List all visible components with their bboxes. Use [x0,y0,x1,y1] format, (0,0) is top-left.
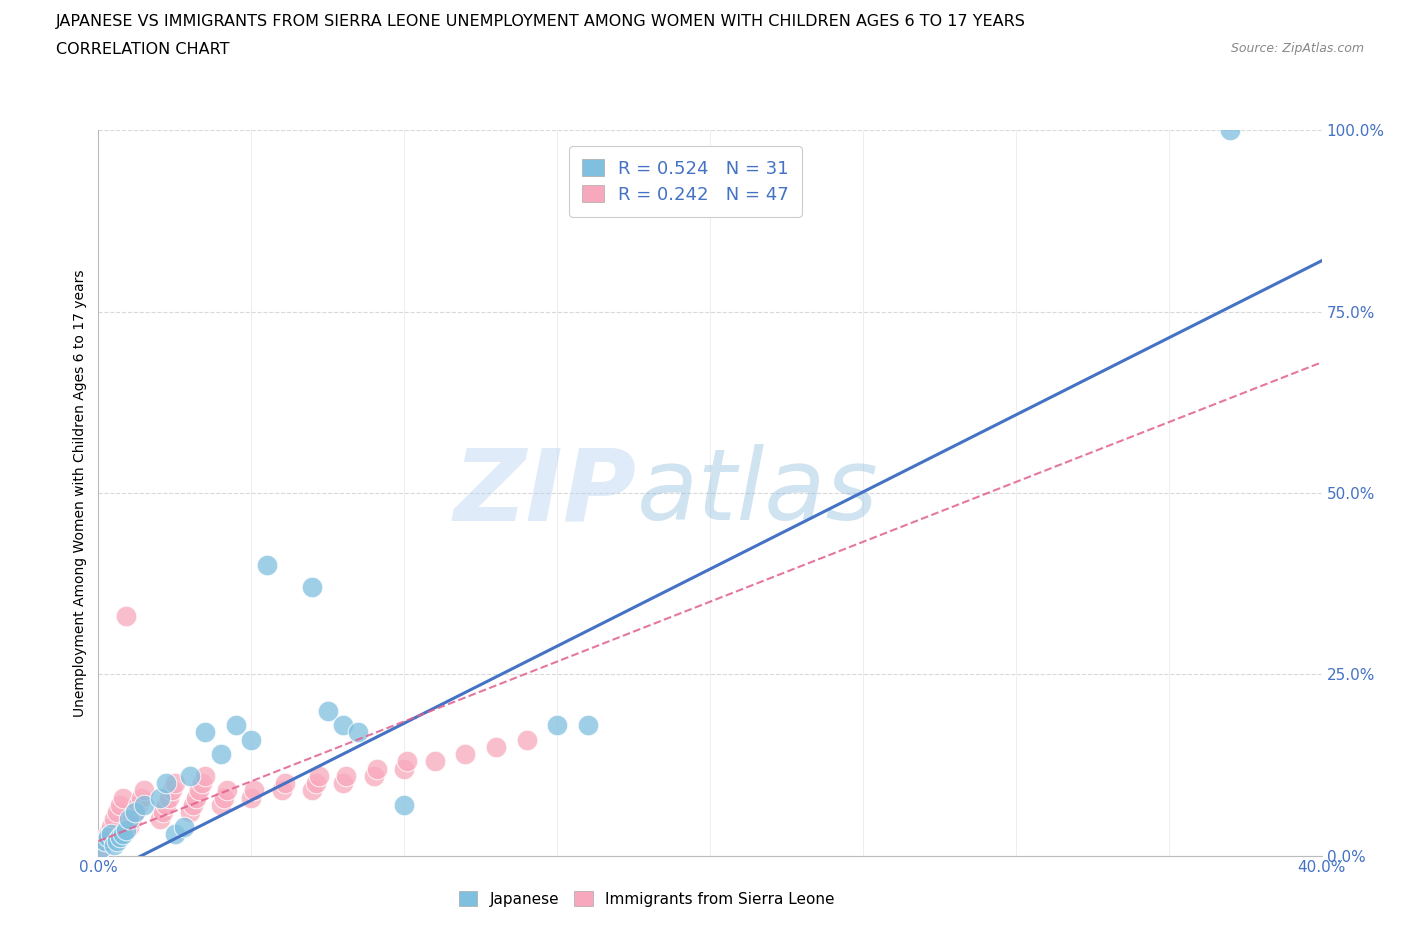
Point [111,827,134,842]
Point [97,830,120,844]
Point [546,718,568,733]
Y-axis label: Unemployment Among Women with Children Ages 6 to 17 years: Unemployment Among Women with Children A… [73,269,87,717]
Point [134,783,156,798]
Point [134,797,156,812]
Point [212,790,235,805]
Point [423,754,446,769]
Point [270,783,292,798]
Point [105,833,128,848]
Point [93,833,115,848]
Point [108,830,131,844]
Point [155,797,177,812]
Point [240,732,263,747]
Point [152,804,174,819]
Point [316,703,339,718]
Legend: Japanese, Immigrants from Sierra Leone: Japanese, Immigrants from Sierra Leone [453,885,841,913]
Point [274,776,297,790]
Point [186,790,208,805]
Point [97,827,120,842]
Point [332,718,354,733]
Point [256,558,278,573]
Point [100,819,122,834]
Point [194,768,217,783]
Point [392,797,416,812]
Point [118,812,141,827]
Point [209,747,232,762]
Point [332,776,354,790]
Legend: R = 0.524   N = 31, R = 0.242   N = 47: R = 0.524 N = 31, R = 0.242 N = 47 [569,147,801,217]
Point [215,783,238,798]
Point [308,768,330,783]
Point [124,804,146,819]
Point [111,790,134,805]
Point [516,732,538,747]
Point [115,609,138,624]
Point [699,152,721,166]
Point [100,827,122,842]
Point [181,797,204,812]
Point [149,790,172,805]
Point [129,790,152,805]
Point [163,827,186,842]
Point [127,797,149,812]
Point [160,783,183,798]
Point [115,823,138,838]
Point [163,776,186,790]
Point [335,768,357,783]
Point [188,783,211,798]
Point [194,724,217,739]
Point [105,804,128,819]
Point [118,819,141,834]
Point [301,783,323,798]
Point [1219,123,1241,138]
Point [157,790,180,805]
Point [304,776,326,790]
Point [155,776,177,790]
Point [179,768,201,783]
Point [363,768,385,783]
Point [576,718,599,733]
Point [485,739,508,754]
Point [108,797,131,812]
Point [90,841,112,856]
Text: atlas: atlas [637,445,879,541]
Text: JAPANESE VS IMMIGRANTS FROM SIERRA LEONE UNEMPLOYMENT AMONG WOMEN WITH CHILDREN : JAPANESE VS IMMIGRANTS FROM SIERRA LEONE… [56,14,1026,29]
Text: ZIP: ZIP [454,445,637,541]
Point [301,579,323,594]
Point [347,724,370,739]
Point [124,804,146,819]
Point [90,841,112,856]
Point [121,812,143,827]
Point [179,804,201,819]
Text: CORRELATION CHART: CORRELATION CHART [56,42,229,57]
Point [392,761,416,776]
Point [103,812,125,827]
Point [173,819,195,834]
Point [103,837,125,852]
Text: Source: ZipAtlas.com: Source: ZipAtlas.com [1230,42,1364,55]
Point [396,754,419,769]
Point [454,747,477,762]
Point [225,718,247,733]
Point [366,761,388,776]
Point [191,776,214,790]
Point [240,790,263,805]
Point [93,833,115,848]
Point [149,812,172,827]
Point [209,797,232,812]
Point [243,783,266,798]
